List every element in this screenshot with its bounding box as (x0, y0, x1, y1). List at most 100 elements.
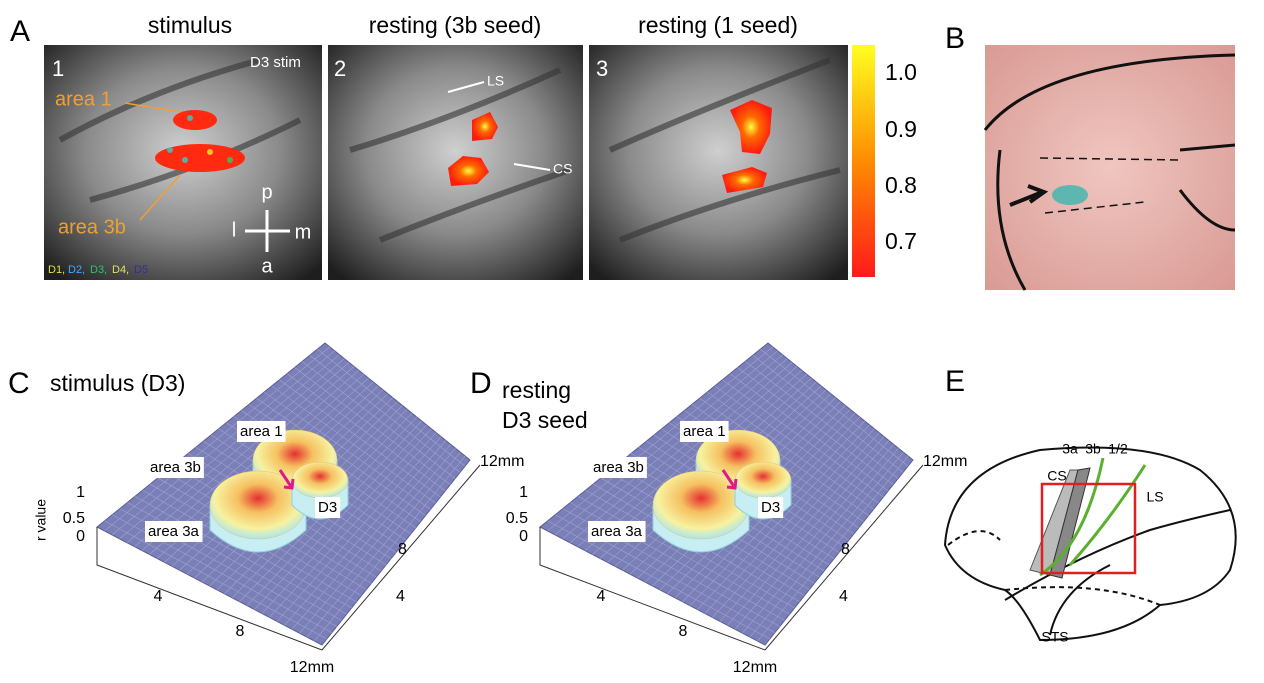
compass (245, 210, 290, 252)
colorbar-tick: 0.9 (885, 116, 917, 142)
direction: a (261, 255, 273, 277)
colorbar-tick: 0.8 (885, 172, 917, 198)
subpanel-title: stimulus (148, 12, 232, 38)
highlight-line (1068, 464, 1147, 566)
arrow (278, 469, 295, 490)
y-tick-label: 4 (839, 588, 848, 605)
highlight-line (1039, 457, 1105, 577)
axis-edge (96, 527, 323, 651)
area-label: area 1 (240, 423, 283, 440)
activation (448, 156, 489, 186)
mesh-line (294, 367, 451, 485)
mesh-line (749, 452, 904, 638)
activation (722, 167, 767, 193)
area-label: area 3a (148, 523, 200, 540)
subpanel-title: resting (3b seed) (369, 12, 542, 38)
activation (730, 100, 772, 154)
area-label: 3a (1062, 441, 1078, 457)
mesh-line (727, 440, 890, 626)
label-box (590, 456, 647, 478)
x-tick-label: 4 (597, 588, 606, 605)
mesh-line (291, 444, 451, 630)
surface-peak (291, 461, 349, 499)
sulcus-label: CS (1047, 468, 1066, 484)
label-box (758, 496, 784, 518)
area-label: area 3a (591, 523, 643, 540)
z-tick-label: 1 (519, 484, 528, 501)
subpanel-number: 2 (334, 56, 346, 81)
colorbar-tick: 0.7 (885, 228, 917, 254)
digit-legend: D2, (68, 264, 85, 276)
label-box (145, 520, 203, 542)
arrow (721, 469, 738, 490)
digit-legend: D5 (134, 264, 148, 276)
direction: l (232, 219, 236, 241)
area-label: D3 (761, 499, 780, 516)
surface-plot: 1 0.50 4 8 12mm 4 8 12mm area 1 area 3b area 3a D3 (63, 342, 524, 676)
axis-edge (539, 527, 766, 651)
x-tick-label: 8 (679, 623, 688, 640)
arrow (447, 81, 485, 93)
photo (985, 45, 1235, 290)
sulcus-label: LS (487, 73, 504, 89)
z-tick-label: 0.5 (63, 510, 85, 527)
pointer (124, 102, 181, 113)
image (589, 45, 848, 280)
z-axis-label: r value (33, 499, 49, 541)
mesh-line (299, 448, 456, 634)
brain-outline (943, 446, 1237, 642)
y-tick-label: 12mm (923, 453, 967, 470)
direction: m (295, 221, 312, 243)
area-label: area 3b (150, 459, 201, 476)
mesh-line (302, 361, 456, 479)
z-tick-label: 0 (76, 528, 85, 545)
sulcus-label: CS (553, 161, 572, 177)
mesh-line (314, 455, 466, 642)
axis-edge (764, 464, 924, 651)
panel-label: A (10, 15, 30, 48)
colorbar (852, 45, 875, 277)
lateral-sulcus (1004, 509, 1231, 601)
panel-label: D (470, 367, 492, 400)
y-tick-label: 4 (396, 588, 405, 605)
digit-legend: D1, (48, 264, 65, 276)
area-3b (1049, 467, 1091, 579)
pointer (139, 174, 181, 221)
surface-plot: 1 0.50 4 8 12mm 4 8 12mm area 1 area 3b area 3a D3 (506, 342, 967, 676)
y-tick-label: 8 (841, 541, 850, 558)
panel-label: E (945, 365, 965, 398)
digit-legend: D3, (90, 264, 107, 276)
panel-label: C (8, 367, 30, 400)
mesh-line (309, 355, 461, 473)
activation (173, 110, 217, 130)
mesh-line (745, 361, 899, 479)
stim-label: D3 stim (250, 54, 301, 71)
roi-box (1040, 482, 1137, 575)
mesh-line (757, 455, 909, 642)
sulcus-label: STS (1041, 629, 1068, 645)
direction: p (261, 181, 272, 203)
colorbar-tick: 1.0 (885, 59, 917, 85)
panel-title: stimulus (D3) (50, 370, 185, 396)
y-tick-label: 8 (398, 541, 407, 558)
mesh-line (737, 367, 894, 485)
z-tick-label: 0.5 (506, 510, 528, 527)
sulcus-label: LS (1146, 489, 1163, 505)
subpanel-title: resting (1 seed) (638, 12, 798, 38)
x-tick-label: 12mm (733, 659, 777, 676)
label-box (237, 420, 286, 442)
mesh-line (752, 355, 904, 473)
sts (1049, 564, 1111, 636)
activation (155, 144, 245, 172)
x-tick-label: 12mm (290, 659, 334, 676)
panel-label: B (945, 22, 965, 55)
subpanel-number: 3 (596, 56, 608, 81)
x-tick-label: 4 (154, 588, 163, 605)
z-tick-label: 0 (519, 528, 528, 545)
area-label: D3 (318, 499, 337, 516)
z-tick-label: 1 (76, 484, 85, 501)
panel-title: resting (502, 377, 571, 403)
mesh-line (742, 448, 899, 634)
activation (472, 112, 498, 141)
